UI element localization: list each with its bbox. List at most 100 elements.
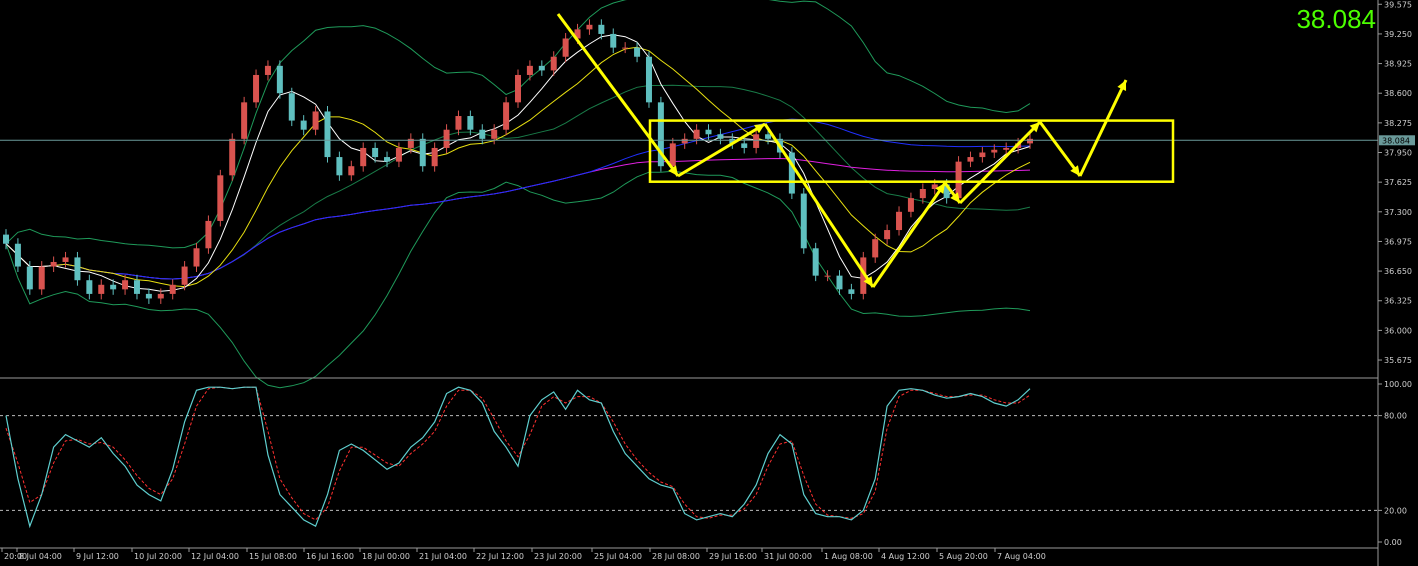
time-tick-label: 15 Jul 08:00 — [249, 552, 297, 561]
stoch-tick-label: 80.00 — [1384, 412, 1407, 421]
candle — [324, 111, 331, 158]
candle — [634, 47, 641, 57]
projection-arrow — [763, 123, 875, 288]
projection-arrow — [677, 122, 766, 178]
price-tick-label: 36.325 — [1384, 297, 1412, 306]
candle — [133, 280, 140, 294]
ma5-line — [5, 34, 1031, 292]
price-panel — [0, 0, 1378, 389]
candle — [384, 157, 391, 162]
candle — [586, 24, 593, 30]
candle — [407, 138, 414, 148]
projection-arrow — [958, 120, 1042, 205]
stoch-tick-label: 0.00 — [1384, 538, 1402, 547]
candle — [526, 65, 533, 75]
time-tick-label: 21 Jul 04:00 — [419, 552, 467, 561]
candle — [717, 134, 724, 139]
candle — [74, 257, 81, 281]
arrow-head — [1070, 165, 1080, 176]
candle — [62, 257, 69, 262]
candle — [38, 266, 45, 290]
arrow-head — [863, 276, 873, 287]
candle — [491, 129, 498, 139]
bollinger-upper-line — [5, 0, 1031, 249]
ma50-line — [5, 118, 1031, 280]
arrow-head — [1029, 122, 1040, 133]
candle — [753, 134, 760, 148]
projection-arrow — [1078, 79, 1128, 177]
time-tick-label: 28 Jul 08:00 — [652, 552, 700, 561]
price-tick-label: 38.275 — [1384, 119, 1412, 128]
time-tick-label: 4 Aug 12:00 — [881, 552, 930, 561]
candle — [503, 102, 510, 130]
candle — [372, 147, 379, 158]
candle — [574, 29, 581, 39]
candle — [443, 129, 450, 148]
current-price-display: 38.084 — [1296, 4, 1376, 34]
candle — [836, 275, 843, 290]
candle — [562, 38, 569, 57]
time-tick-label: 10 Jul 20:00 — [134, 552, 182, 561]
candle — [14, 243, 21, 267]
candle — [145, 293, 152, 299]
stoch-k-line — [5, 386, 1031, 529]
time-tick-label: 1 Aug 08:00 — [824, 552, 873, 561]
arrow-head — [935, 183, 945, 194]
candle — [967, 157, 974, 162]
candle — [979, 152, 986, 158]
candle — [264, 65, 271, 75]
candle — [181, 266, 188, 285]
candle — [241, 102, 248, 139]
price-tick-label: 36.975 — [1384, 237, 1412, 246]
candle — [550, 56, 557, 71]
candle — [991, 149, 998, 153]
candle — [276, 65, 283, 94]
candle — [943, 184, 950, 199]
time-tick-label: 18 Jul 00:00 — [362, 552, 410, 561]
time-tick-label: 29 Jul 16:00 — [709, 552, 757, 561]
projection-arrow — [556, 13, 680, 177]
candle — [229, 138, 236, 176]
candle — [598, 24, 605, 34]
time-axis: 20:008 Jul 04:00 9 Jul 12:00 10 Jul 20:00 1… — [1, 548, 1046, 561]
candle — [824, 275, 831, 277]
current-price-tag-label: 38.084 — [1382, 136, 1410, 145]
ma10-line — [5, 46, 1031, 288]
candle — [919, 189, 926, 199]
candle — [610, 33, 617, 48]
candle — [336, 157, 343, 176]
candle — [848, 289, 855, 294]
time-tick-label: 8 Jul 04:00 — [19, 552, 62, 561]
candle — [884, 230, 891, 240]
candle — [312, 111, 319, 130]
candle — [253, 74, 260, 103]
candle — [217, 175, 224, 221]
candle — [3, 234, 9, 244]
arrow-head — [950, 192, 960, 203]
candle — [455, 116, 462, 130]
price-tick-label: 37.300 — [1384, 208, 1412, 217]
stoch-tick-label: 20.00 — [1384, 506, 1407, 515]
time-tick-label: 23 Jul 20:00 — [534, 552, 582, 561]
candle — [669, 143, 676, 167]
candle — [693, 129, 700, 139]
candle — [860, 257, 867, 294]
range-box — [648, 119, 1175, 183]
time-tick-label: 7 Aug 04:00 — [997, 552, 1046, 561]
projection-arrow — [871, 182, 947, 288]
candle — [896, 211, 903, 231]
candle — [288, 93, 295, 121]
candle — [812, 248, 819, 276]
stochastic-panel — [0, 386, 1378, 529]
candle — [157, 293, 164, 299]
time-tick-label: 5 Aug 20:00 — [939, 552, 988, 561]
time-tick-label: 22 Jul 12:00 — [476, 552, 524, 561]
candle — [907, 198, 914, 212]
candle — [169, 284, 176, 294]
price-tick-label: 36.000 — [1384, 326, 1412, 335]
candle — [348, 166, 355, 176]
candle — [765, 134, 772, 139]
bollinger-lower-line — [5, 170, 1031, 389]
candle — [86, 280, 93, 294]
